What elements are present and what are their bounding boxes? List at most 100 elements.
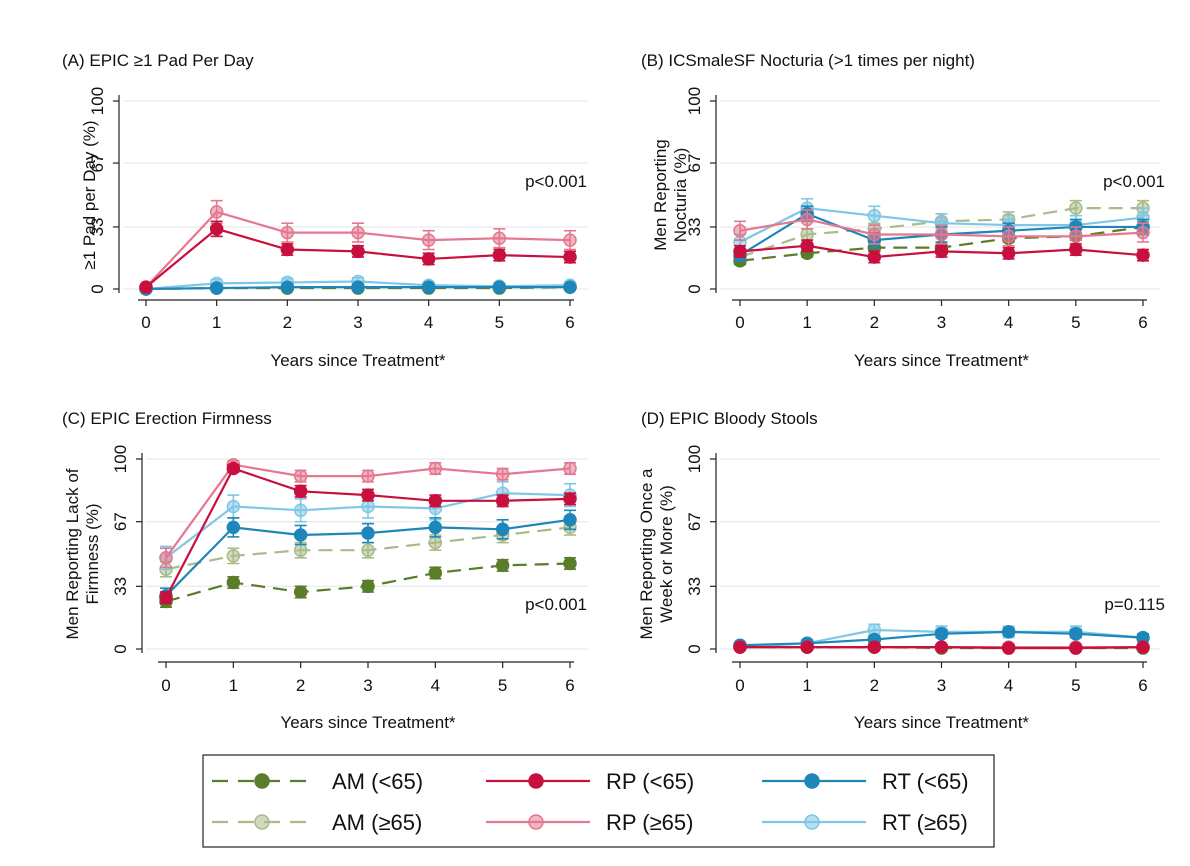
data-point — [226, 549, 241, 563]
data-point — [293, 503, 308, 518]
series-AM_lt65 — [159, 556, 577, 609]
data-point — [428, 494, 443, 508]
data-point — [1069, 627, 1083, 641]
data-point — [733, 223, 747, 238]
data-point — [209, 222, 224, 236]
data-point — [563, 492, 577, 506]
data-point — [563, 513, 577, 527]
x-tick-label: 2 — [870, 676, 879, 695]
series-RP_lt65 — [159, 461, 577, 605]
y-tick-label: 0 — [685, 644, 704, 653]
legend-item-RT_lt65: RT (<65) — [762, 769, 969, 794]
x-axis-label: Years since Treatment* — [854, 713, 1030, 732]
y-tick-label: 33 — [88, 217, 107, 236]
data-point — [867, 250, 882, 264]
x-tick-label: 0 — [735, 313, 744, 332]
data-point — [495, 467, 510, 481]
x-tick-label: 3 — [937, 676, 946, 695]
x-tick-label: 2 — [283, 313, 292, 332]
y-tick-label: 67 — [685, 154, 704, 173]
data-point — [800, 212, 814, 227]
data-point — [351, 244, 365, 259]
data-point — [280, 280, 295, 294]
data-point — [1069, 641, 1083, 655]
panel-a: (A) EPIC ≥1 Pad Per Day 0 33 67 100 0 1 2 3 4 5 6 Ye… — [62, 51, 588, 370]
data-point — [293, 469, 308, 483]
data-point — [867, 208, 882, 223]
panel-b: (B) ICSmaleSF Nocturia (>1 times per nig… — [641, 51, 1165, 370]
legend-marker — [528, 814, 544, 830]
legend-item-RP_lt65: RP (<65) — [486, 769, 694, 794]
data-point — [293, 484, 308, 499]
legend-label: RP (<65) — [606, 769, 694, 794]
legend-marker — [804, 814, 820, 830]
data-point — [800, 239, 814, 253]
x-tick-label: 2 — [870, 313, 879, 332]
x-tick-label: 1 — [802, 313, 811, 332]
data-point — [1069, 229, 1083, 244]
x-tick-label: 5 — [1071, 676, 1080, 695]
data-point — [1136, 248, 1150, 262]
data-point — [361, 499, 375, 514]
legend-label: AM (<65) — [332, 769, 423, 794]
data-point — [1001, 641, 1016, 655]
y-tick-label: 100 — [88, 87, 107, 115]
data-point — [492, 280, 507, 294]
x-tick-label: 6 — [1138, 676, 1147, 695]
data-point — [1069, 201, 1083, 215]
data-point — [209, 205, 224, 219]
y-tick-label: 0 — [685, 284, 704, 293]
data-point — [1069, 242, 1083, 257]
data-point — [293, 585, 308, 599]
data-point — [428, 535, 443, 550]
y-axis-label: Men Reporting Lack of — [63, 468, 82, 639]
x-tick-label: 3 — [937, 313, 946, 332]
legend-marker — [804, 773, 820, 789]
p-value: p<0.001 — [525, 595, 587, 614]
data-point — [867, 227, 882, 242]
x-tick-label: 2 — [296, 676, 305, 695]
x-tick-label: 6 — [565, 313, 574, 332]
y-axis-label: Firmness (%) — [83, 503, 102, 604]
data-point — [139, 280, 153, 294]
y-tick-label: 0 — [88, 284, 107, 293]
x-tick-label: 3 — [353, 313, 362, 332]
legend: AM (<65) RP (<65) RT (<65) AM (≥65) RP (≥65)… — [202, 754, 995, 848]
data-point — [492, 248, 507, 262]
y-tick-label: 33 — [685, 217, 704, 236]
data-point — [934, 640, 949, 654]
legend-label: RT (<65) — [882, 769, 969, 794]
data-point — [421, 233, 436, 247]
data-point — [226, 575, 241, 590]
data-point — [934, 244, 949, 259]
x-tick-label: 6 — [1138, 313, 1147, 332]
y-axis-label: Men Reporting Once a — [637, 468, 656, 640]
data-point — [800, 227, 814, 242]
data-point — [159, 590, 173, 605]
y-tick-label: 33 — [111, 577, 130, 596]
x-tick-label: 4 — [1004, 676, 1013, 695]
data-point — [159, 551, 173, 565]
x-tick-label: 5 — [495, 313, 504, 332]
data-point — [351, 280, 365, 294]
data-point — [428, 461, 443, 476]
data-point — [733, 244, 747, 259]
series-RP_lt65 — [733, 239, 1150, 264]
x-tick-label: 0 — [161, 676, 170, 695]
data-point — [421, 280, 436, 294]
y-tick-label: 100 — [111, 445, 130, 473]
x-axis-label: Years since Treatment* — [270, 351, 446, 370]
x-tick-label: 5 — [1071, 313, 1080, 332]
y-axis-label: Men Reporting — [651, 139, 670, 251]
y-axis-label: Nocturia (%) — [671, 148, 690, 242]
data-point — [361, 579, 375, 594]
legend-label: RT (≥65) — [882, 810, 968, 835]
y-tick-label: 100 — [685, 445, 704, 473]
x-tick-label: 0 — [735, 676, 744, 695]
x-tick-label: 0 — [141, 313, 150, 332]
data-point — [733, 640, 747, 654]
data-point — [428, 520, 443, 535]
data-point — [293, 528, 308, 542]
series-RP_lt65 — [733, 640, 1150, 655]
legend-marker — [254, 814, 270, 830]
